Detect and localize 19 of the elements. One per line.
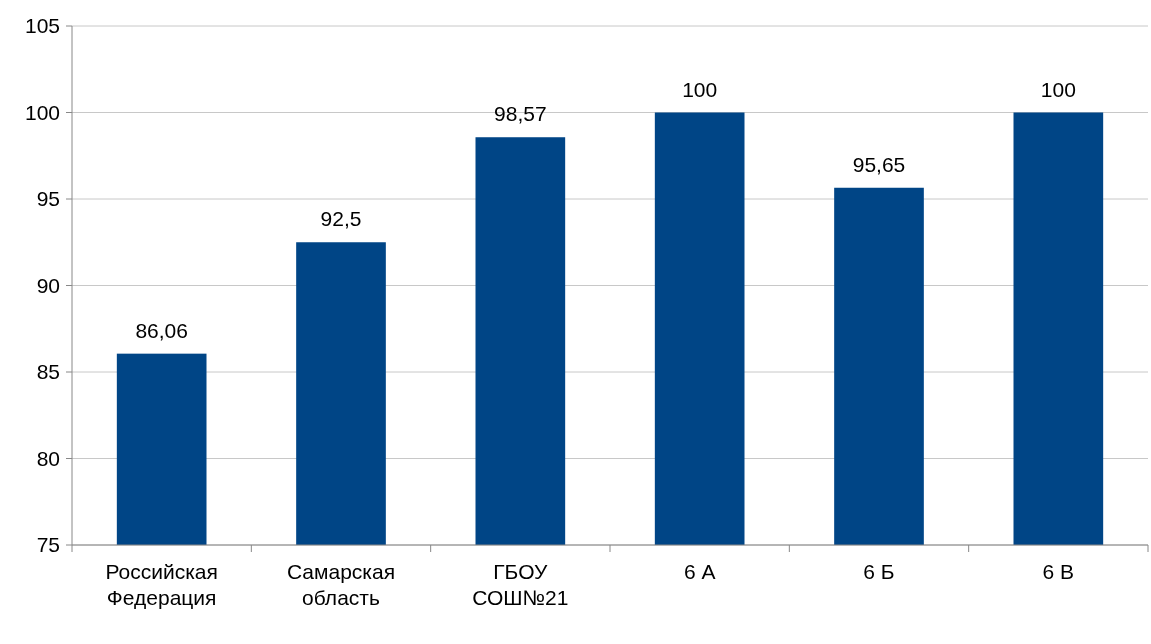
x-tick-label: Самарская область: [286, 560, 396, 609]
x-tick-label: ГБОУ СОШ№21: [472, 560, 569, 609]
y-tick-label: 100: [24, 100, 60, 124]
x-tick-label: 6 В: [1042, 560, 1075, 583]
y-tick-label: 85: [36, 360, 60, 384]
y-tick-label: 105: [24, 14, 60, 38]
y-tick-label: 95: [36, 187, 60, 211]
data-label: 100: [682, 77, 718, 101]
x-tick-label: 6 Б: [863, 560, 895, 583]
y-tick-label: 75: [36, 533, 60, 557]
x-tick-label: Российская Федерация: [105, 560, 218, 609]
data-label: 92,5: [320, 207, 362, 231]
data-label: 98,57: [494, 102, 547, 126]
y-tick-label: 90: [36, 273, 60, 297]
y-tick-label: 80: [36, 446, 60, 470]
data-label: 86,06: [135, 318, 188, 342]
data-label: 100: [1040, 77, 1076, 101]
x-tick-label: 6 А: [683, 560, 716, 583]
data-label: 95,65: [852, 152, 906, 176]
